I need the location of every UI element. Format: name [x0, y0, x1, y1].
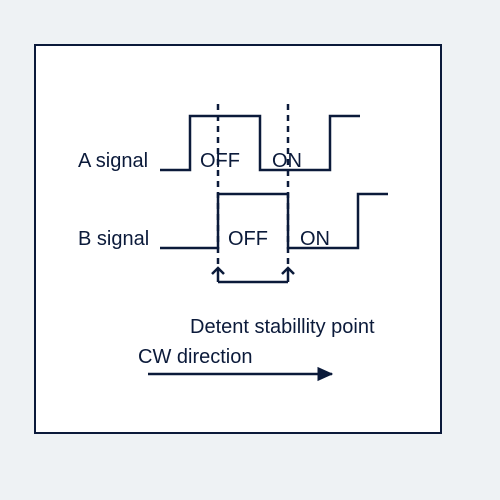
b-off-label: OFF [228, 228, 268, 251]
a-on-label: ON [272, 150, 302, 173]
cw-direction-label: CW direction [138, 346, 252, 369]
b-on-label: ON [300, 228, 330, 251]
b-signal-label: B signal [78, 228, 149, 251]
a-off-label: OFF [200, 150, 240, 173]
a-signal-label: A signal [78, 150, 148, 173]
detent-label: Detent stabillity point [190, 316, 375, 339]
